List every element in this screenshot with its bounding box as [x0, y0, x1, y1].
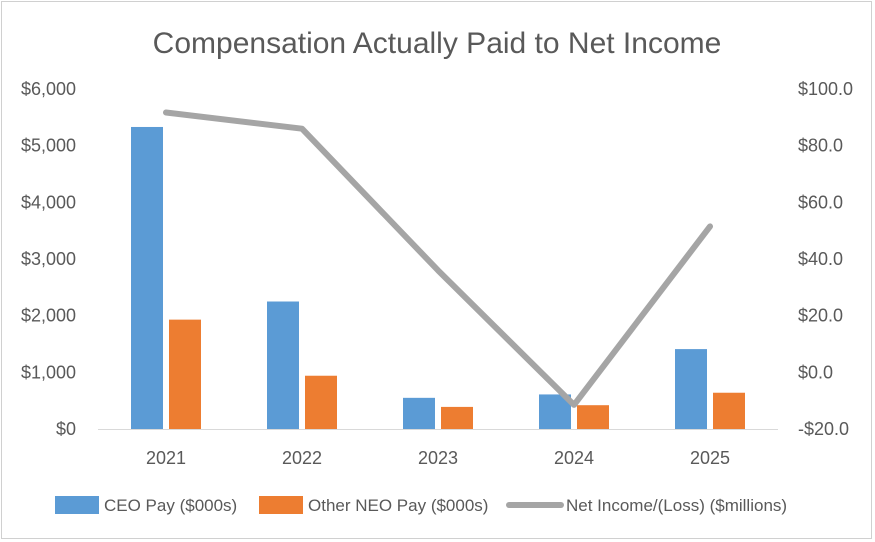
y-left-tick-label: $0 [56, 419, 76, 439]
x-tick-label: 2023 [418, 448, 458, 468]
net-income-line [163, 109, 713, 408]
neo-pay-bar [713, 392, 745, 429]
y-right-tick-label: $100.0 [798, 79, 853, 99]
neo-pay-bar [169, 319, 201, 429]
ceo-pay-bar [267, 301, 299, 429]
ceo-pay-bar [675, 349, 707, 429]
y-left-tick-label: $4,000 [21, 192, 76, 212]
x-tick-label: 2025 [690, 448, 730, 468]
y-left-tick-label: $2,000 [21, 306, 76, 326]
y-right-tick-label: $0.0 [798, 362, 833, 382]
axes: $0 $1,000 $2,000 $3,000 $4,000 $5,000 $6,000 -$… [21, 79, 853, 468]
legend-label: Other NEO Pay ($000s) [308, 496, 488, 515]
x-tick-label: 2021 [146, 448, 186, 468]
y-right-tick-label: $20.0 [798, 306, 843, 326]
y-left-tick-label: $3,000 [21, 249, 76, 269]
neo-pay-bar [305, 375, 337, 429]
y-right-tick-label: -$20.0 [798, 419, 849, 439]
neo-pay-bar [441, 406, 473, 429]
y-right-tick-label: $80.0 [798, 136, 843, 156]
x-tick-label: 2024 [554, 448, 594, 468]
legend: CEO Pay ($000s) Other NEO Pay ($000s) Net … [55, 496, 787, 515]
ceo-pay-bar [131, 126, 163, 429]
y-left-tick-label: $1,000 [21, 362, 76, 382]
neo-pay-bar [577, 405, 609, 429]
y-right-tick-label: $60.0 [798, 192, 843, 212]
y-left-tick-label: $6,000 [21, 79, 76, 99]
y-left-tick-label: $5,000 [21, 136, 76, 156]
legend-label: CEO Pay ($000s) [104, 496, 237, 515]
line-series [163, 109, 713, 408]
legend-swatch [55, 496, 99, 514]
y-right-tick-label: $40.0 [798, 249, 843, 269]
ceo-pay-bar [403, 397, 435, 429]
legend-label: Net Income/(Loss) ($millions) [566, 496, 787, 515]
legend-swatch [259, 496, 303, 514]
bars [131, 126, 745, 429]
chart-title: Compensation Actually Paid to Net Income [153, 27, 722, 60]
x-tick-label: 2022 [282, 448, 322, 468]
